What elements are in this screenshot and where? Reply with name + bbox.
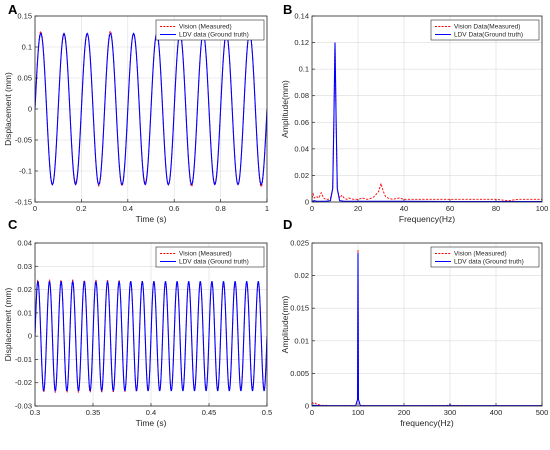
x-tick-label: 0.3	[30, 408, 40, 417]
legend: Vision (Measured)LDV data (Ground truth)	[155, 246, 265, 268]
axes-box	[311, 242, 543, 407]
x-tick-label: 300	[444, 408, 457, 417]
x-tick-label: 1	[265, 204, 269, 213]
y-tick-label: 0.015	[290, 304, 309, 313]
axes-box	[311, 15, 543, 203]
series-line-ldv	[35, 281, 267, 392]
y-tick-label: 0.12	[294, 38, 309, 47]
x-tick-label: 0.8	[215, 204, 225, 213]
x-tick-label: 0.35	[86, 408, 101, 417]
y-tick-label: 0	[305, 402, 309, 411]
y-tick-label: -0.1	[19, 167, 32, 176]
legend-entry: Vision Data(Measured)	[454, 24, 520, 31]
legend-entry: LDV Data(Ground truth)	[454, 32, 523, 39]
y-tick-label: 0.025	[290, 239, 309, 248]
y-tick-label: -0.15	[15, 198, 32, 207]
x-tick-label: 500	[536, 408, 549, 417]
panel-letter: A	[8, 2, 18, 17]
y-tick-label: 0.1	[22, 43, 32, 52]
y-axis-label: Displacement (mm)	[3, 72, 13, 146]
x-tick-label: 0.2	[76, 204, 86, 213]
y-tick-label: 0.14	[294, 12, 309, 21]
legend: Vision Data(Measured)LDV Data(Ground tru…	[430, 19, 540, 41]
y-tick-label: 0.04	[294, 144, 309, 153]
series-line-ldv	[35, 32, 267, 186]
y-tick-label: -0.03	[15, 402, 32, 411]
y-tick-label: 0.03	[17, 262, 32, 271]
x-tick-label: 20	[354, 204, 362, 213]
y-tick-label: 0	[305, 198, 309, 207]
x-tick-label: 0	[33, 204, 37, 213]
legend-box	[155, 19, 265, 41]
y-tick-label: -0.05	[15, 136, 32, 145]
x-tick-label: 40	[400, 204, 408, 213]
series-group	[35, 30, 267, 188]
x-tick-label: 0	[310, 408, 314, 417]
x-tick-label: 0.5	[262, 408, 272, 417]
plot-area	[312, 243, 542, 406]
panel-a: A 0 0.2 0.4 0.6 0.8 1 -0.15 -0.1 -0.05 0 0.05 0.1 0.1…	[3, 2, 269, 224]
series-line-vision	[312, 42, 542, 202]
y-axis-label: Displacement (mm)	[3, 287, 13, 361]
x-axis-label: Frequency(Hz)	[399, 214, 455, 224]
y-tick-label: 0.1	[299, 65, 309, 74]
x-tick-label: 200	[398, 408, 411, 417]
y-tick-label: -0.01	[15, 355, 32, 364]
legend-entry: LDV data (Ground truth)	[179, 259, 249, 266]
x-axis-label: frequency(Hz)	[400, 418, 454, 428]
legend: Vision (Measured)LDV data (Ground truth)	[430, 246, 540, 268]
y-tick-label: 0.06	[294, 118, 309, 127]
y-tick-label: 0	[28, 105, 32, 114]
legend-entry: LDV data (Ground truth)	[454, 259, 524, 266]
y-tick-label: 0.02	[17, 285, 32, 294]
y-tick-label: 0.15	[17, 12, 32, 21]
legend-entry: LDV data (Ground truth)	[179, 32, 249, 39]
panel-letter: B	[283, 2, 292, 17]
legend: Vision (Measured)LDV data (Ground truth)	[155, 19, 265, 41]
legend-entry: Vision (Measured)	[179, 24, 232, 31]
plot-area	[312, 16, 542, 202]
y-tick-label: 0.02	[294, 171, 309, 180]
legend-box	[155, 246, 265, 268]
panel-d: D 0 100 200 300 400 500 0 0.005 0.01 0.015 0.02 0.02…	[280, 217, 548, 428]
series-group	[35, 279, 267, 393]
x-tick-label: 60	[446, 204, 454, 213]
panel-letter: C	[8, 217, 18, 232]
y-tick-label: 0.02	[294, 271, 309, 280]
x-tick-label: 400	[490, 408, 503, 417]
y-tick-label: 0	[28, 332, 32, 341]
panel-letter: D	[283, 217, 292, 232]
x-axis-label: Time (s)	[136, 214, 167, 224]
legend-box	[430, 19, 540, 41]
y-tick-label: 0.05	[17, 74, 32, 83]
y-tick-label: 0.005	[290, 369, 309, 378]
y-tick-label: -0.02	[15, 378, 32, 387]
x-tick-label: 100	[536, 204, 549, 213]
legend-box	[430, 246, 540, 268]
x-tick-label: 0	[310, 204, 314, 213]
x-axis-label: Time (s)	[136, 418, 167, 428]
y-axis-label: Amplitude(mm)	[280, 80, 290, 138]
y-tick-label: 0.08	[294, 91, 309, 100]
panel-b: B 0 20 40 60 80 100 0 0.02 0.04 0.06 0.08 0.1 0.12 0.1…	[280, 2, 548, 224]
y-axis-label: Amplitude(mm)	[280, 296, 290, 354]
x-tick-label: 0.6	[169, 204, 179, 213]
y-tick-label: 0.01	[294, 336, 309, 345]
y-tick-label: 0.01	[17, 308, 32, 317]
legend-entry: Vision (Measured)	[179, 251, 232, 258]
x-tick-label: 0.45	[202, 408, 217, 417]
x-tick-label: 100	[352, 408, 365, 417]
y-tick-label: 0.04	[17, 239, 32, 248]
x-tick-label: 0.4	[146, 408, 156, 417]
panel-c: C 0.3 0.35 0.4 0.45 0.5 -0.03 -0.02 -0.01 0 0.01 0.…	[3, 217, 272, 428]
x-tick-label: 0.4	[123, 204, 133, 213]
legend-entry: Vision (Measured)	[454, 251, 507, 258]
x-tick-label: 80	[492, 204, 500, 213]
